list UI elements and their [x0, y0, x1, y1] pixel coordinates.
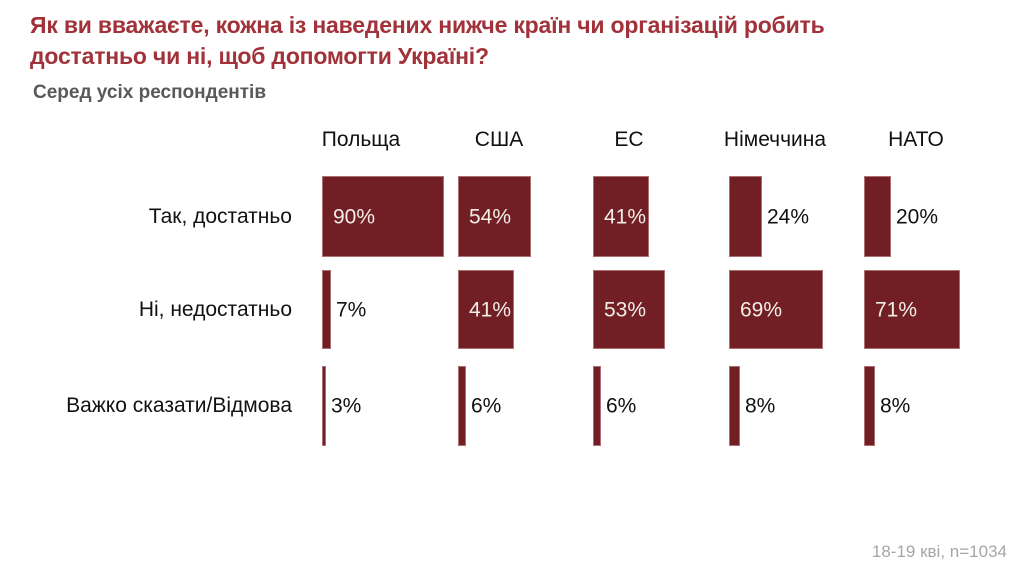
bar-Важко сказати/Відмова-Німеччина	[729, 366, 740, 446]
row-label-1: Так, достатньо	[148, 204, 292, 228]
bar-value-label: 6%	[471, 394, 502, 418]
bar-Ні, недостатньо-США	[458, 270, 514, 349]
bar-value-label: 8%	[880, 394, 911, 418]
column-header-4: Німеччина	[723, 128, 827, 151]
bar-Важко сказати/Відмова-ЕС	[593, 366, 601, 446]
bar-Так, достатньо-США	[458, 176, 531, 257]
bar-Так, достатньо-НАТО	[864, 176, 891, 257]
chart-subtitle: Серед усіх респондентів	[33, 82, 267, 103]
bar-Ні, недостатньо-Німеччина	[729, 270, 823, 349]
column-header-3: ЕС	[614, 128, 644, 151]
bar-Так, достатньо-Польща	[322, 176, 444, 257]
bar-Ні, недостатньо-Польща	[322, 270, 331, 349]
bar-Важко сказати/Відмова-США	[458, 366, 466, 446]
bar-value-label: 69%	[740, 298, 783, 321]
bar-value-label: 24%	[767, 205, 810, 228]
chart-title: Як ви вважаєте, кожна із наведених нижче…	[30, 12, 825, 69]
bar-value-label: 3%	[331, 394, 362, 418]
bar-value-label: 8%	[745, 394, 776, 418]
bar-value-label: 53%	[604, 298, 647, 321]
bar-value-label: 54%	[469, 205, 512, 228]
bar-Ні, недостатньо-НАТО	[864, 270, 960, 349]
row-label-3: Важко сказати/Відмова	[66, 394, 292, 417]
bar-value-label: 20%	[896, 205, 939, 228]
bar-value-label: 6%	[606, 394, 637, 418]
bar-value-label: 41%	[469, 298, 512, 321]
bar-Так, достатньо-ЕС	[593, 176, 649, 257]
bar-value-label: 90%	[333, 205, 376, 228]
bar-value-label: 71%	[875, 298, 918, 321]
fieldwork-note: 18-19 кві, n=1034	[871, 542, 1007, 561]
column-header-5: НАТО	[888, 128, 944, 151]
bar-value-label: 7%	[336, 298, 367, 321]
column-header-1: Польща	[321, 128, 401, 151]
column-header-2: США	[474, 128, 524, 151]
bar-Важко сказати/Відмова-НАТО	[864, 366, 875, 446]
row-label-2: Ні, недостатньо	[138, 297, 292, 321]
bar-value-label: 41%	[604, 205, 647, 228]
bar-Так, достатньо-Німеччина	[729, 176, 762, 257]
bar-Ні, недостатньо-ЕС	[593, 270, 665, 349]
bar-Важко сказати/Відмова-Польща	[322, 366, 326, 446]
